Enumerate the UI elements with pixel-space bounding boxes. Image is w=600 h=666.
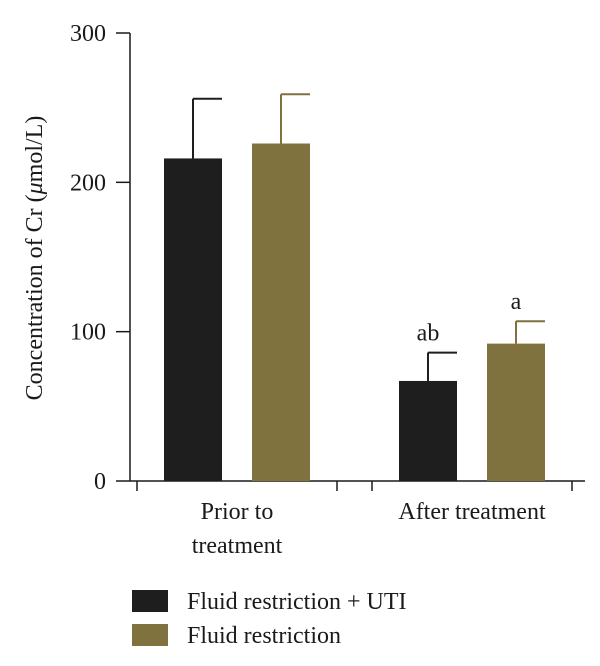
y-axis-title-mu: μ	[22, 182, 48, 195]
legend: Fluid restriction + UTI Fluid restriction	[132, 589, 407, 649]
x-category-label: Prior to	[201, 499, 274, 525]
y-axis: 0 100 200 300 Concentration of Cr (μmol/L)	[22, 21, 131, 495]
bar	[487, 343, 545, 481]
legend-swatch	[132, 590, 168, 612]
y-tick-label: 300	[70, 21, 106, 47]
error-bars	[192, 93, 545, 381]
bar	[164, 158, 222, 481]
y-axis-title-suffix: mol/L)	[22, 116, 48, 183]
significance-label: a	[511, 289, 522, 315]
y-tick-label: 200	[70, 170, 106, 196]
legend-swatch	[132, 624, 168, 646]
y-axis-title-prefix: Concentration of Cr (	[22, 194, 48, 400]
bar	[399, 380, 457, 481]
x-axis: Prior to treatment After treatment	[130, 480, 585, 559]
legend-label: Fluid restriction	[187, 623, 341, 649]
legend-label: Fluid restriction + UTI	[187, 589, 407, 615]
y-axis-title: Concentration of Cr (μmol/L)	[22, 116, 48, 401]
bar	[252, 143, 310, 482]
y-tick-label: 0	[94, 469, 106, 495]
significance-label: ab	[417, 321, 440, 347]
y-tick-label: 100	[70, 320, 106, 346]
annotations: ab a	[417, 289, 522, 346]
bars	[164, 143, 545, 482]
x-category-label: treatment	[192, 533, 283, 559]
x-category-label: After treatment	[398, 499, 546, 525]
